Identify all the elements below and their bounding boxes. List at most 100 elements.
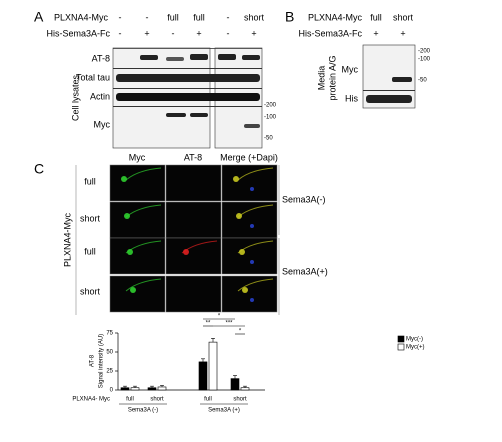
lane-label: - xyxy=(119,28,122,38)
neurite xyxy=(237,167,274,181)
legend-swatch xyxy=(397,335,405,343)
blot-label: Myc xyxy=(94,119,111,129)
y-tick-label: 50 xyxy=(106,350,113,356)
marker: -50 xyxy=(418,78,427,84)
micrograph xyxy=(221,275,278,313)
row-label: His-Sema3A-Fc xyxy=(46,28,110,38)
bar xyxy=(208,341,218,391)
bar xyxy=(130,387,140,391)
bar xyxy=(198,361,208,391)
neurite xyxy=(125,167,162,181)
error-bar xyxy=(211,338,215,343)
side-label: Media xyxy=(316,66,326,91)
blot-label: His xyxy=(345,93,358,103)
significance-label: * xyxy=(239,329,242,335)
cell xyxy=(130,287,136,293)
x-tick-label: full xyxy=(204,397,212,403)
side-label: PLXNA4-Myc xyxy=(62,212,72,267)
row-label: full xyxy=(84,246,96,256)
significance-label: * xyxy=(218,314,221,320)
blot-label: AT-8 xyxy=(92,53,110,63)
lane-label: + xyxy=(400,28,405,38)
lane-label: full xyxy=(193,12,205,22)
row-label: His-Sema3A-Fc xyxy=(298,28,362,38)
condition-label: Sema3A(+) xyxy=(282,266,328,276)
group-label: Sema3A (-) xyxy=(128,408,158,414)
neurite xyxy=(237,240,274,254)
row-label: short xyxy=(80,213,101,223)
group-label: Sema3A (+) xyxy=(208,408,240,414)
cell xyxy=(242,287,248,293)
column-label: Myc xyxy=(129,152,146,162)
row-label: full xyxy=(84,176,96,186)
blot-bands xyxy=(363,77,415,103)
neurite xyxy=(237,278,274,292)
error-bar xyxy=(243,385,247,388)
lane-label: + xyxy=(251,28,256,38)
neurite xyxy=(237,204,274,218)
lane-label: full xyxy=(167,12,179,22)
lane-label: - xyxy=(119,12,122,22)
neurite xyxy=(125,240,162,254)
side-label: Cell lysates xyxy=(70,74,80,121)
blot-label: Myc xyxy=(342,64,359,74)
micrograph xyxy=(109,201,166,239)
panel-label: B xyxy=(285,9,294,25)
column-label: Merge (+Dapi) xyxy=(220,152,278,162)
x-tick-label: full xyxy=(126,397,134,403)
error-bar xyxy=(123,385,127,388)
micrograph xyxy=(165,237,222,275)
micrographs xyxy=(109,164,278,313)
micrograph xyxy=(221,164,278,202)
micrograph xyxy=(165,164,222,202)
side-label: protein A/G xyxy=(327,55,337,100)
bar xyxy=(120,387,130,391)
blot-label: Total tau xyxy=(76,72,110,82)
error-bar xyxy=(233,375,237,379)
error-bar xyxy=(201,358,205,362)
marker: -100 xyxy=(264,115,277,121)
x-row-label: PLXNA4- Myc xyxy=(72,397,110,403)
lane-label: + xyxy=(196,28,201,38)
lane-label: short xyxy=(244,12,265,22)
bar xyxy=(230,378,240,391)
row-label: short xyxy=(80,286,101,296)
micrograph xyxy=(165,201,222,239)
nucleus xyxy=(250,298,254,302)
significance-label: ** xyxy=(206,321,211,327)
error-bar xyxy=(133,385,137,388)
bar xyxy=(157,386,167,391)
x-tick-label: short xyxy=(233,397,247,403)
condition-label: Sema3A(-) xyxy=(282,194,326,204)
lane-label: + xyxy=(373,28,378,38)
marker: -200 xyxy=(418,49,431,55)
blot-label: Actin xyxy=(90,91,110,101)
legend-label: Myc(+) xyxy=(406,345,425,351)
panel-label: A xyxy=(34,9,44,25)
column-label: AT-8 xyxy=(184,152,202,162)
error-bar xyxy=(150,385,154,388)
error-bar xyxy=(160,385,164,387)
neurite xyxy=(125,278,162,292)
micrograph xyxy=(109,164,166,202)
micrograph xyxy=(221,237,278,275)
marker: -200 xyxy=(264,103,277,109)
y-axis-label: Signal intensity (AU) xyxy=(99,334,105,388)
blot-bands xyxy=(113,48,262,128)
row-label: PLXNA4-Myc xyxy=(54,12,109,22)
legend-swatch xyxy=(397,343,405,351)
micrograph xyxy=(221,201,278,239)
y-tick-label: 0 xyxy=(110,388,114,394)
significance-label: *** xyxy=(225,321,233,327)
micrograph xyxy=(165,275,222,313)
y-tick-label: 75 xyxy=(106,331,113,337)
y-axis-label: AT-8 xyxy=(90,354,96,367)
micrograph xyxy=(109,275,166,313)
micrograph xyxy=(109,237,166,275)
row-label: PLXNA4-Myc xyxy=(308,12,363,22)
lane-label: + xyxy=(144,28,149,38)
cell xyxy=(233,176,239,182)
lane-label: full xyxy=(370,12,382,22)
bar-chart: 0 25 50 75 AT-8 Signal intensity (AU) Myc(-) My… xyxy=(72,314,424,414)
